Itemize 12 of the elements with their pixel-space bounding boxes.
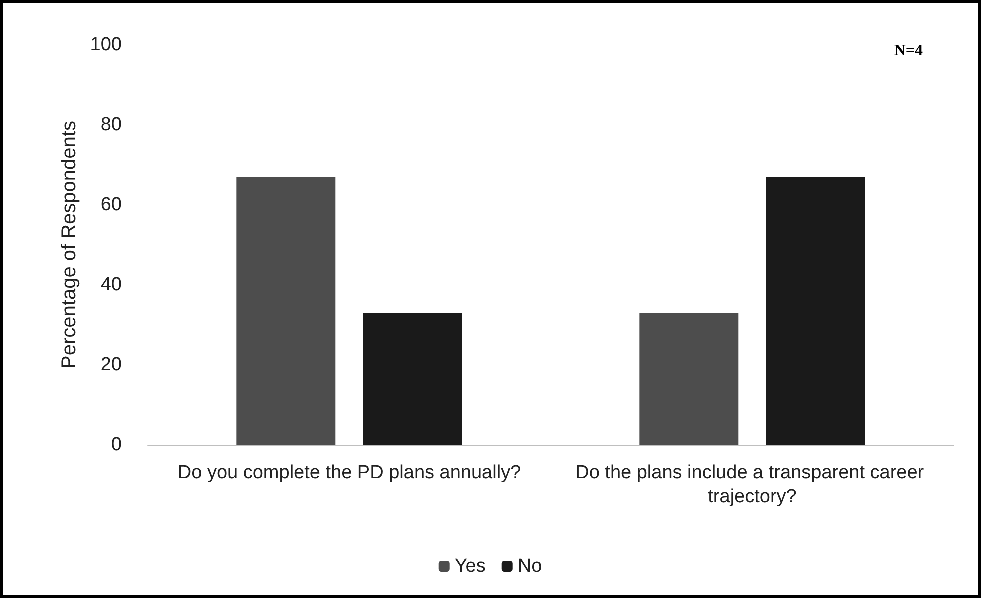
annotation: N=4 <box>894 42 923 60</box>
y-tick-label: 80 <box>100 114 122 136</box>
y-tick-label: 20 <box>100 354 122 376</box>
y-tick-label: 60 <box>100 194 122 216</box>
y-tick-label: 100 <box>90 34 122 56</box>
x-tick-label: Do you complete the PD plans annually? <box>178 462 522 484</box>
y-tick-label: 0 <box>111 434 122 456</box>
legend-label: Yes <box>454 556 486 577</box>
y-axis-title: Percentage of Respondents <box>58 121 80 369</box>
legend-label: No <box>518 556 542 577</box>
y-tick-label: 40 <box>100 274 122 296</box>
x-tick-label: Do the plans include a transparent career trajectory? <box>576 462 930 508</box>
